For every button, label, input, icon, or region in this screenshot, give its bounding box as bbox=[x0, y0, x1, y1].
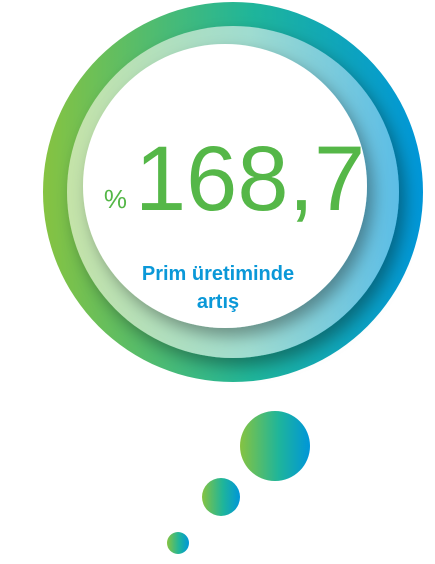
caption-line: artış bbox=[197, 291, 239, 313]
stat-prefix: % bbox=[104, 184, 127, 214]
stat-value: 168,7 bbox=[135, 128, 365, 230]
bubble-small bbox=[167, 532, 189, 554]
bubble-large bbox=[240, 411, 310, 481]
bubble-medium bbox=[202, 478, 240, 516]
caption-line: Prim üretiminde bbox=[142, 263, 294, 285]
center-disc bbox=[83, 44, 367, 328]
